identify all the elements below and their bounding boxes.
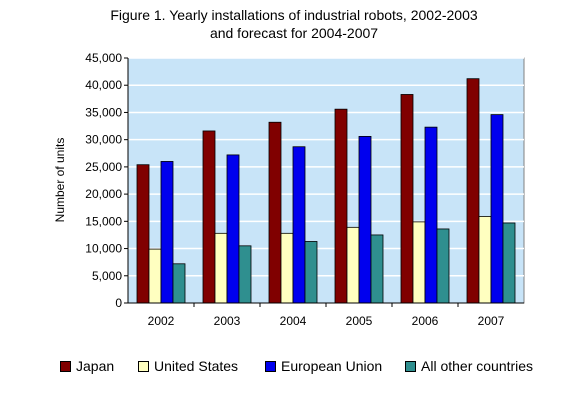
chart-title-block: Figure 1. Yearly installations of indust… [0,6,588,42]
chart-title: Figure 1. Yearly installations of indust… [110,7,478,23]
bar-european-union-2005 [358,135,372,304]
bar-japan-2004 [268,121,282,304]
bar-united-states-2002 [148,248,162,304]
bar-japan-2006 [400,94,414,304]
legend-item: United States [138,358,238,374]
bar-all-other-countries-2004 [304,241,318,304]
legend-swatch [405,360,416,372]
bar-japan-2002 [136,164,150,304]
bar-united-states-2004 [280,232,294,304]
bar-united-states-2005 [346,226,360,304]
x-tick-label: 2003 [214,314,241,328]
axes [124,57,524,307]
y-tick-label: 20,000 [85,187,122,201]
bar-european-union-2004 [292,146,306,304]
y-tick-label: 5,000 [92,269,122,283]
y-tick-label: 25,000 [85,160,122,174]
bar-japan-2007 [466,78,480,304]
y-tick-label: 0 [115,296,122,310]
y-tick-label: 35,000 [85,105,122,119]
bar-all-other-countries-2003 [238,245,252,304]
bar-united-states-2006 [412,221,426,304]
bar-european-union-2006 [424,126,438,304]
legend-swatch [138,360,149,372]
y-tick-label: 40,000 [85,78,122,92]
bar-all-other-countries-2005 [370,234,384,304]
legend-label: All other countries [421,358,534,374]
legend: Japan United States European Union All othe… [0,358,588,378]
bar-united-states-2003 [214,232,228,304]
x-tick-label: 2002 [148,314,175,328]
bars [136,78,516,304]
legend-label: United States [154,358,239,374]
legend-swatch [265,360,276,372]
chart-subtitle: and forecast for 2004-2007 [209,25,379,41]
gridlines [128,57,524,277]
bar-united-states-2007 [478,216,492,304]
legend-item: European Union [265,358,382,374]
bar-japan-2003 [202,130,216,304]
bar-all-other-countries-2007 [502,222,516,304]
legend-label: Japan [76,358,115,374]
y-axis-label: Number of units [53,138,67,223]
bar-european-union-2007 [490,114,504,304]
y-tick-label: 30,000 [85,133,122,147]
x-tick-label: 2005 [346,314,373,328]
bar-european-union-2003 [226,154,240,304]
x-tick-label: 2007 [478,314,505,328]
x-tick-labels: 2002 2003 2004 2005 2006 2007 [148,314,505,328]
bar-all-other-countries-2002 [172,263,186,304]
bar-japan-2005 [334,108,348,304]
x-tick-label: 2006 [412,314,439,328]
legend-item: All other countries [405,358,533,374]
bar-all-other-countries-2006 [436,228,450,304]
x-tick-label: 2004 [280,314,307,328]
y-tick-label: 10,000 [85,242,122,256]
y-tick-labels: 0 5,000 10,000 15,000 20,000 25,000 30,000 35,0… [85,51,122,310]
y-tick-label: 45,000 [85,51,122,65]
y-tick-label: 15,000 [85,214,122,228]
legend-label: European Union [281,358,383,374]
plot-area [127,57,525,304]
legend-swatch [60,360,71,372]
bar-european-union-2002 [160,161,174,304]
legend-item: Japan [60,358,114,374]
